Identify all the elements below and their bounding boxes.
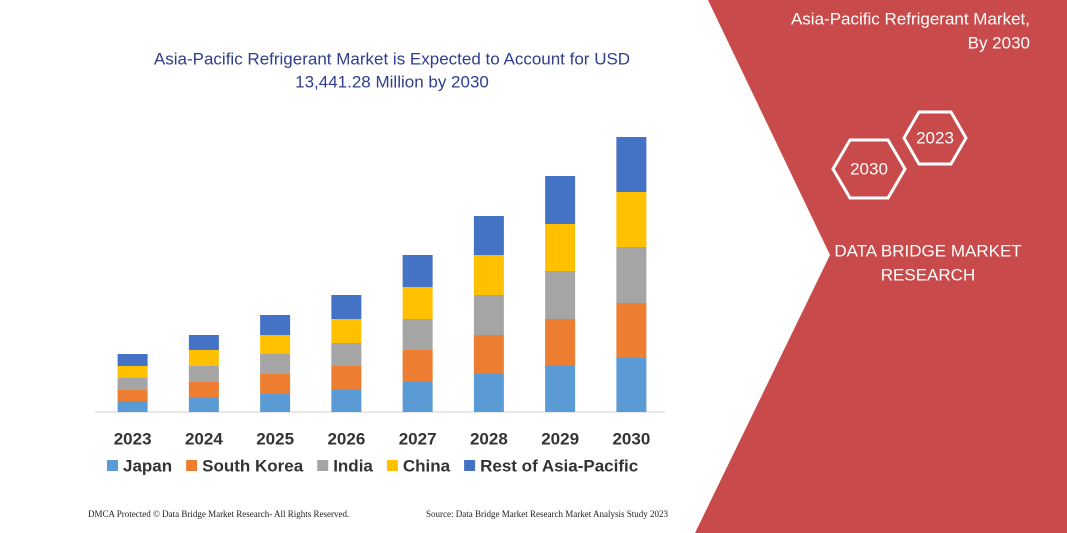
hexagon-label: 2023: [916, 128, 954, 147]
legend-swatch: [386, 460, 398, 471]
red-panel: [695, 0, 1067, 533]
bar-segment: [545, 271, 576, 319]
x-tick-label: 2027: [399, 429, 437, 448]
bar-segment: [402, 287, 433, 319]
bar-segment: [545, 366, 576, 412]
x-tick-label: 2025: [256, 429, 294, 448]
bar-segment: [616, 358, 647, 412]
bar-segment: [260, 335, 291, 354]
legend-swatch: [186, 460, 198, 471]
legend-swatch: [107, 460, 118, 471]
bar-segment: [616, 137, 647, 192]
bar-segment: [188, 382, 219, 398]
bar-segment: [117, 401, 148, 412]
bar-segment: [188, 335, 219, 350]
bar-segment: [616, 303, 647, 358]
bar-segment: [331, 295, 362, 319]
bar-segment: [188, 366, 219, 382]
legend-label: Japan: [123, 456, 172, 475]
bar-segment: [331, 343, 362, 366]
bar-segment: [473, 374, 504, 412]
bar-segment: [117, 390, 148, 401]
x-tick-label: 2029: [541, 429, 579, 448]
bar-segment: [117, 366, 148, 378]
bar-segment: [260, 354, 291, 374]
chart-title: Asia-Pacific Refrigerant Market is Expec…: [154, 49, 630, 68]
brand-name: DATA BRIDGE MARKET: [834, 241, 1021, 260]
bar-segment: [473, 335, 504, 374]
chart-title: 13,441.28 Million by 2030: [295, 72, 489, 91]
bar-segment: [616, 192, 647, 247]
x-tick-label: 2024: [185, 429, 223, 448]
hexagon-label: 2030: [850, 159, 888, 178]
x-tick-label: 2030: [612, 429, 650, 448]
footer-right: Source: Data Bridge Market Research Mark…: [426, 509, 668, 519]
panel-title: Asia-Pacific Refrigerant Market,: [791, 9, 1030, 28]
bar-segment: [473, 295, 504, 335]
bar-segment: [188, 398, 219, 412]
bar-segment: [260, 374, 291, 394]
hexagon: [902, 110, 968, 166]
bar-segment: [260, 315, 291, 335]
legend-label: India: [333, 456, 373, 475]
bar-segment: [331, 390, 362, 412]
bar-segment: [473, 216, 504, 255]
x-tick-label: 2023: [114, 429, 152, 448]
bar-segment: [331, 319, 362, 343]
panel-title: By 2030: [968, 33, 1030, 52]
legend-swatch: [317, 460, 329, 471]
bar-segment: [117, 378, 148, 390]
bar-segment: [402, 382, 433, 412]
bar-segment: [545, 319, 576, 366]
brand-name: RESEARCH: [881, 265, 975, 284]
legend-label: South Korea: [202, 456, 304, 475]
legend-label: Rest of Asia-Pacific: [480, 456, 638, 475]
bar-segment: [188, 350, 219, 366]
bar-segment: [473, 255, 504, 295]
bar-segment: [402, 319, 433, 350]
bar-segment: [616, 247, 647, 303]
hexagon: [831, 138, 907, 200]
bar-segment: [402, 350, 433, 382]
x-tick-label: 2028: [470, 429, 508, 448]
bar-segment: [545, 224, 576, 271]
bar-segment: [331, 366, 362, 390]
legend-swatch: [464, 460, 476, 471]
bar-segment: [260, 394, 291, 412]
x-tick-label: 2026: [327, 429, 365, 448]
bar-segment: [402, 255, 433, 287]
bar-segment: [545, 176, 576, 224]
bar-segment: [117, 354, 148, 366]
footer-left: DMCA Protected © Data Bridge Market Rese…: [88, 509, 349, 519]
legend-label: China: [403, 456, 451, 475]
